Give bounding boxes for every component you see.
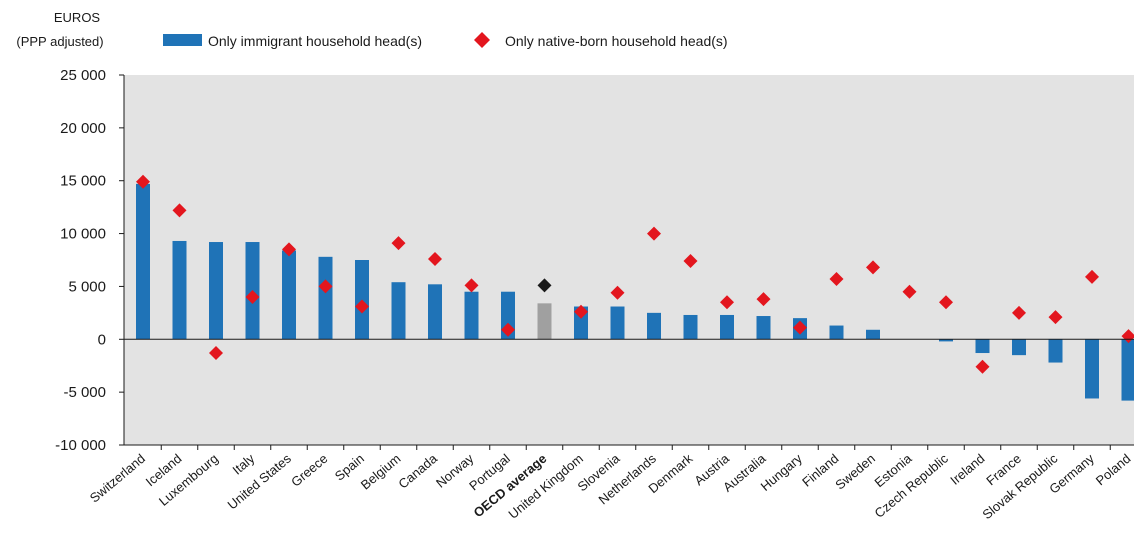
bar-australia [756, 316, 771, 340]
bar-netherlands [647, 312, 661, 340]
bar-ireland [975, 339, 990, 354]
marker-slovak-republic [1048, 310, 1063, 325]
bar-switzerland [136, 183, 150, 340]
bar-oecd-average [537, 303, 552, 340]
bar-finland [829, 325, 844, 340]
marker-ireland [975, 359, 990, 374]
plot-background [124, 75, 1134, 445]
marker-germany [1085, 269, 1099, 284]
x-category-label: United States [224, 450, 294, 512]
marker-spain [355, 299, 369, 314]
bar-belgium [391, 282, 406, 340]
marker-portugal [501, 322, 515, 337]
marker-belgium [391, 236, 406, 251]
marker-australia [756, 292, 771, 307]
legend-swatch-immigrant [163, 34, 202, 46]
y-tick-label: -10 000 [55, 437, 106, 454]
axes [123, 75, 1134, 450]
y-tick-label: 0 [98, 331, 106, 348]
bar-slovak-republic [1048, 339, 1063, 363]
unit-label-line-2: (PPP adjusted) [16, 34, 103, 49]
x-category-label: Hungary [758, 450, 806, 493]
legend: Only immigrant household head(s) Only na… [163, 32, 728, 49]
marker-czech-republic [939, 295, 953, 310]
marker-estonia [902, 284, 917, 299]
marker-switzerland [136, 174, 150, 189]
x-category-label: Ireland [947, 451, 987, 488]
y-tick-label: 25 000 [60, 67, 106, 84]
marker-luxembourg [209, 346, 223, 361]
x-category-label: Canada [395, 450, 440, 491]
bar-czech-republic [939, 339, 953, 342]
marker-austria [720, 295, 734, 310]
marker-united-kingdom [574, 304, 588, 319]
marker-denmark [683, 254, 698, 269]
bar-canada [428, 284, 442, 340]
bar-sweden [866, 329, 880, 340]
y-tick-label: 10 000 [60, 226, 106, 243]
marker-canada [428, 251, 442, 266]
marker-hungary [793, 320, 807, 335]
bar-slovenia [610, 306, 625, 340]
bar-luxembourg [209, 242, 223, 340]
marker-netherlands [647, 226, 661, 241]
x-category-label: Poland [1093, 451, 1134, 489]
marker-slovenia [610, 285, 625, 300]
marker-finland [829, 272, 844, 287]
bar-united-states [282, 250, 296, 340]
x-category-label: Belgium [358, 451, 404, 493]
bar-france [1012, 339, 1026, 356]
marker-italy [245, 290, 260, 304]
legend-label-immigrant: Only immigrant household head(s) [208, 33, 422, 49]
bar-series-immigrant [136, 183, 1134, 401]
marker-oecd-average [537, 278, 552, 293]
bar-norway [464, 291, 479, 340]
x-category-label: Greece [288, 451, 330, 490]
x-category-label: Switzerland [87, 451, 148, 506]
x-category-label: Sweden [832, 451, 878, 493]
marker-united-states [282, 242, 296, 257]
y-tick-label: 15 000 [60, 173, 106, 190]
bar-germany [1085, 339, 1099, 399]
y-tick-label: 5 000 [68, 278, 106, 295]
x-category-label: Italy [230, 450, 258, 477]
y-tick-label: 20 000 [60, 120, 106, 137]
marker-norway [464, 278, 479, 293]
marker-sweden [866, 260, 880, 275]
marker-iceland [172, 203, 187, 218]
marker-france [1012, 305, 1026, 320]
bar-iceland [172, 240, 187, 340]
bar-austria [720, 314, 734, 340]
bar-denmark [683, 314, 698, 340]
bar-greece [318, 256, 333, 340]
bar-poland [1121, 339, 1134, 401]
y-tick-label: -5 000 [63, 384, 106, 401]
legend-swatch-native [474, 32, 490, 48]
y-axis-ticks: -10 000 -5 000 0 5 000 10 000 15 000 20 000 25 … [55, 67, 124, 454]
legend-label-native: Only native-born household head(s) [505, 33, 728, 49]
marker-greece [318, 279, 333, 294]
unit-label-line-1: EUROS [54, 10, 101, 25]
